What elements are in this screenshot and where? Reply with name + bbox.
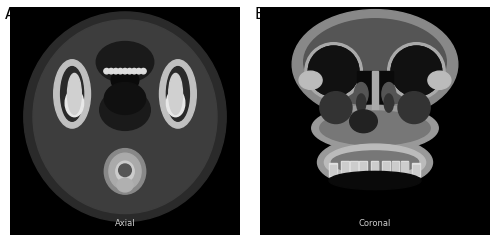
- Bar: [392, 162, 398, 175]
- Ellipse shape: [388, 43, 445, 100]
- Bar: [351, 162, 357, 175]
- Ellipse shape: [54, 60, 90, 128]
- Bar: [360, 161, 367, 176]
- Text: Axial: Axial: [114, 219, 136, 228]
- Ellipse shape: [160, 60, 196, 128]
- Circle shape: [122, 68, 128, 74]
- Ellipse shape: [382, 83, 396, 105]
- Bar: [350, 161, 358, 176]
- Bar: [360, 162, 366, 175]
- Ellipse shape: [166, 89, 185, 117]
- Bar: [383, 162, 390, 175]
- Ellipse shape: [384, 94, 394, 112]
- Text: A: A: [5, 7, 15, 22]
- Ellipse shape: [320, 92, 352, 123]
- Ellipse shape: [33, 20, 217, 214]
- Text: B: B: [255, 7, 266, 22]
- Ellipse shape: [428, 71, 451, 89]
- Ellipse shape: [320, 111, 430, 145]
- Ellipse shape: [391, 46, 442, 96]
- Ellipse shape: [104, 149, 146, 194]
- Circle shape: [136, 68, 141, 74]
- Bar: [401, 161, 408, 176]
- Bar: [330, 163, 337, 176]
- Ellipse shape: [324, 144, 426, 181]
- Circle shape: [132, 68, 137, 74]
- Ellipse shape: [304, 19, 446, 105]
- Bar: [356, 71, 394, 121]
- Circle shape: [104, 68, 110, 74]
- Bar: [382, 161, 390, 176]
- Ellipse shape: [68, 74, 82, 114]
- Bar: [412, 163, 420, 176]
- Ellipse shape: [109, 153, 141, 190]
- Ellipse shape: [60, 67, 84, 121]
- Circle shape: [118, 68, 123, 74]
- Ellipse shape: [391, 46, 442, 96]
- Ellipse shape: [305, 43, 362, 100]
- Ellipse shape: [104, 83, 146, 114]
- Circle shape: [113, 68, 118, 74]
- Circle shape: [140, 68, 146, 74]
- Circle shape: [108, 68, 114, 74]
- Ellipse shape: [166, 67, 190, 121]
- Ellipse shape: [318, 137, 432, 187]
- Ellipse shape: [96, 41, 154, 83]
- Ellipse shape: [24, 12, 226, 221]
- Ellipse shape: [398, 92, 430, 123]
- Bar: [402, 162, 407, 175]
- Ellipse shape: [329, 172, 421, 190]
- Ellipse shape: [100, 89, 150, 130]
- Bar: [372, 71, 378, 121]
- Text: Coronal: Coronal: [359, 219, 391, 228]
- Ellipse shape: [350, 110, 378, 133]
- Ellipse shape: [312, 105, 438, 151]
- Ellipse shape: [308, 46, 359, 96]
- Bar: [342, 162, 348, 175]
- Circle shape: [127, 68, 132, 74]
- Bar: [392, 161, 399, 176]
- Ellipse shape: [116, 161, 134, 182]
- Ellipse shape: [168, 74, 182, 114]
- Ellipse shape: [118, 164, 132, 177]
- Ellipse shape: [117, 178, 133, 192]
- Bar: [371, 161, 378, 176]
- Ellipse shape: [308, 46, 359, 96]
- Bar: [330, 165, 336, 175]
- Ellipse shape: [356, 94, 366, 112]
- Ellipse shape: [299, 71, 322, 89]
- Ellipse shape: [111, 69, 139, 92]
- Bar: [372, 162, 378, 175]
- Ellipse shape: [292, 10, 458, 119]
- Ellipse shape: [65, 89, 84, 117]
- Ellipse shape: [354, 83, 368, 105]
- Bar: [341, 161, 348, 176]
- Bar: [413, 165, 419, 175]
- Ellipse shape: [332, 151, 418, 174]
